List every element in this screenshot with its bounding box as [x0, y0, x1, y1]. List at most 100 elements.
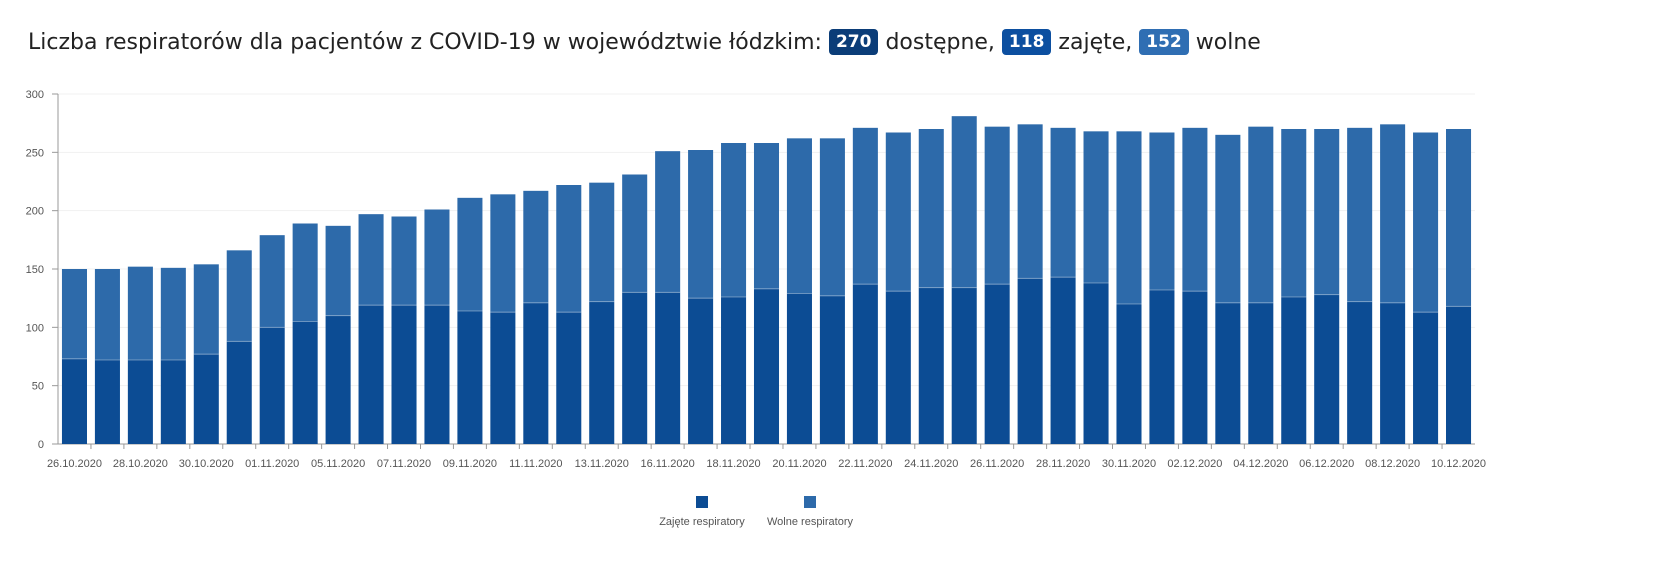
- bar-free: [852, 127, 878, 285]
- bar-free: [226, 250, 252, 342]
- bar-occupied: [325, 315, 351, 444]
- bar-free: [457, 197, 483, 311]
- bar-free: [1281, 129, 1307, 297]
- x-tick-label: 26.10.2020: [47, 458, 102, 470]
- free-badge: 152: [1139, 29, 1189, 55]
- bar-free: [951, 116, 977, 288]
- x-tick-label: 02.12.2020: [1167, 458, 1222, 470]
- bar-free: [490, 194, 516, 313]
- legend-swatch: [696, 496, 708, 508]
- bar-free: [1017, 124, 1043, 279]
- bar-free: [523, 190, 549, 303]
- x-tick-label: 24.11.2020: [904, 458, 958, 470]
- bar-occupied: [160, 360, 186, 444]
- bar-occupied: [358, 305, 384, 444]
- x-tick-label: 11.11.2020: [509, 458, 562, 470]
- bar-free: [885, 132, 911, 292]
- bar-free: [325, 225, 351, 316]
- bar-free: [61, 269, 87, 359]
- bar-free: [358, 214, 384, 306]
- x-tick-label: 22.11.2020: [838, 458, 892, 470]
- bar-occupied: [391, 305, 417, 444]
- bar-occupied: [523, 302, 549, 444]
- bar-free: [94, 269, 120, 360]
- occupied-label: zajęte,: [1058, 30, 1133, 55]
- x-tick-label: 26.11.2020: [970, 458, 1024, 470]
- bar-occupied: [292, 321, 318, 444]
- bar-free: [1149, 132, 1175, 290]
- legend-swatch: [804, 496, 816, 508]
- bar-free: [721, 143, 747, 297]
- bar-free: [1446, 129, 1472, 307]
- bar-free: [193, 264, 219, 355]
- chart-title: Liczba respiratorów dla pacjentów z COVI…: [28, 26, 1261, 60]
- bar-occupied: [984, 284, 1010, 444]
- x-tick-label: 05.11.2020: [311, 458, 365, 470]
- bar-free: [127, 266, 153, 360]
- y-tick-label: 0: [38, 439, 44, 451]
- x-tick-label: 20.11.2020: [772, 458, 826, 470]
- y-tick-label: 300: [26, 89, 44, 101]
- x-tick-label: 13.11.2020: [575, 458, 629, 470]
- x-tick-label: 08.12.2020: [1365, 458, 1420, 470]
- bar-occupied: [688, 298, 714, 444]
- x-tick-label: 07.11.2020: [377, 458, 431, 470]
- bar-free: [688, 150, 714, 299]
- bar-occupied: [1446, 306, 1472, 444]
- bar-occupied: [655, 292, 681, 444]
- bar-occupied: [819, 295, 845, 444]
- total-badge: 270: [828, 29, 879, 55]
- bar-free: [1314, 129, 1340, 295]
- bar-occupied: [127, 360, 153, 444]
- bar-free: [1347, 127, 1373, 302]
- bar-occupied: [1083, 283, 1109, 444]
- x-tick-label: 30.11.2020: [1102, 458, 1156, 470]
- bar-free: [1116, 131, 1142, 304]
- bar-free: [424, 209, 450, 306]
- x-tick-label: 06.12.2020: [1299, 458, 1354, 470]
- title-text: Liczba respiratorów dla pacjentów z COVI…: [28, 30, 822, 55]
- bar-free: [1248, 126, 1274, 303]
- y-tick-label: 100: [26, 322, 44, 334]
- bar-free: [1413, 132, 1439, 313]
- y-tick-label: 150: [26, 264, 44, 276]
- x-tick-label: 04.12.2020: [1233, 458, 1288, 470]
- bar-free: [918, 129, 944, 288]
- bar-occupied: [1017, 278, 1043, 444]
- bar-occupied: [424, 305, 450, 444]
- bar-free: [1050, 127, 1076, 278]
- occupied-badge: 118: [1001, 29, 1052, 55]
- bar-occupied: [490, 312, 516, 444]
- total-label: dostępne,: [885, 30, 995, 55]
- x-tick-label: 10.12.2020: [1431, 458, 1486, 470]
- bar-occupied: [918, 287, 944, 444]
- bar-occupied: [1380, 302, 1406, 444]
- bar-occupied: [1215, 302, 1241, 444]
- bar-free: [556, 185, 582, 313]
- bar-occupied: [457, 311, 483, 444]
- bar-occupied: [951, 287, 977, 444]
- bar-free: [1182, 127, 1208, 292]
- bar-occupied: [1116, 304, 1142, 444]
- bar-free: [259, 235, 285, 328]
- bar-occupied: [753, 288, 780, 444]
- bar-occupied: [1347, 301, 1373, 444]
- y-tick-label: 250: [26, 147, 44, 159]
- bar-free: [1380, 124, 1406, 303]
- bar-occupied: [589, 301, 615, 444]
- bar-occupied: [259, 327, 285, 444]
- x-tick-label: 28.10.2020: [113, 458, 168, 470]
- bar-free: [1215, 134, 1241, 303]
- bar-occupied: [226, 341, 252, 444]
- bar-occupied: [622, 292, 648, 444]
- x-tick-label: 01.11.2020: [245, 458, 299, 470]
- bar-occupied: [885, 291, 911, 444]
- bar-free: [819, 138, 845, 296]
- bar-occupied: [1281, 297, 1307, 444]
- x-tick-label: 30.10.2020: [179, 458, 234, 470]
- bar-free: [984, 126, 1010, 285]
- bar-free: [786, 138, 812, 294]
- x-tick-label: 16.11.2020: [641, 458, 695, 470]
- bar-occupied: [1050, 277, 1076, 444]
